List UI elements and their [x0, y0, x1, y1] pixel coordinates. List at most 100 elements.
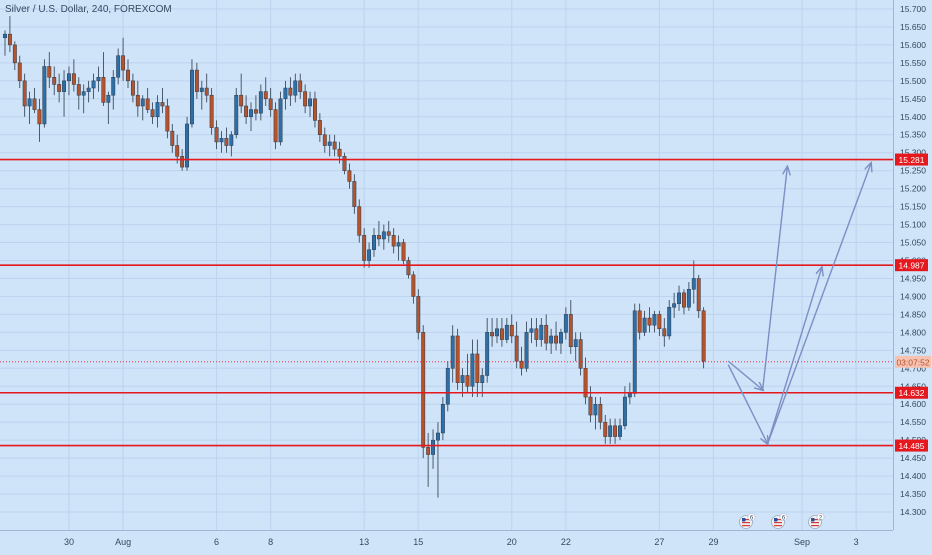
- time-tick-label: 27: [654, 537, 664, 547]
- candle: [475, 339, 480, 398]
- candle: [322, 127, 327, 153]
- candle: [376, 220, 381, 247]
- us-flag-event-icon[interactable]: 6: [739, 513, 756, 529]
- candle: [613, 418, 618, 444]
- candle: [436, 422, 440, 498]
- projection-arrow[interactable]: [766, 268, 822, 444]
- candle-body: [249, 109, 253, 118]
- candle: [367, 242, 372, 268]
- candle: [499, 318, 504, 347]
- candle-body: [696, 278, 701, 312]
- projection-arrow[interactable]: [761, 167, 788, 390]
- projection-arrow[interactable]: [727, 364, 767, 444]
- candle-body: [578, 339, 583, 369]
- candle-body: [657, 314, 662, 330]
- candle-body: [199, 87, 204, 92]
- time-tick-label: Aug: [115, 537, 131, 547]
- candle-body: [204, 87, 209, 96]
- candle: [229, 131, 234, 157]
- price-tick-label: 14.950: [900, 273, 926, 283]
- candle-body: [337, 148, 342, 157]
- candle-body: [559, 332, 563, 344]
- candle-body: [701, 310, 706, 362]
- candle: [401, 238, 406, 265]
- current-price-tag: [895, 355, 931, 368]
- candle: [509, 314, 514, 344]
- candle-body: [32, 98, 37, 110]
- candle: [667, 300, 672, 340]
- price-tick-label: 15.300: [900, 148, 926, 158]
- candle-body: [263, 91, 268, 100]
- candle: [12, 41, 17, 71]
- time-tick-label: 3: [854, 537, 859, 547]
- event-count-badge: [779, 513, 788, 521]
- candle-body: [421, 332, 426, 448]
- candle-body: [62, 80, 66, 92]
- us-flag-event-icon[interactable]: 2: [808, 513, 825, 529]
- candle-body: [622, 396, 627, 427]
- price-tick-label: 14.650: [900, 381, 926, 391]
- us-flag-event-icon[interactable]: 6: [771, 513, 788, 529]
- candle: [647, 307, 652, 333]
- candle: [519, 346, 524, 376]
- candle-body: [111, 77, 116, 96]
- candle: [652, 310, 657, 333]
- candle: [381, 224, 386, 250]
- candle: [121, 37, 126, 81]
- price-tick-label: 14.550: [900, 417, 926, 427]
- chart-title: Silver / U.S. Dollar, 240, FOREXCOM: [5, 4, 172, 15]
- candle-body: [549, 335, 554, 344]
- candle-body: [293, 80, 298, 96]
- price-axis[interactable]: 15.700 15.650 15.600 15.550 15.500 15.450 15.4…: [900, 4, 926, 517]
- candle-body: [391, 235, 396, 247]
- candle: [298, 73, 303, 99]
- candle: [126, 59, 130, 89]
- candle: [52, 66, 57, 96]
- price-tags: 15.281 14.987 14.632 14.485 03:07:52: [895, 153, 931, 452]
- candle: [608, 418, 613, 444]
- flag-canton: [742, 518, 746, 522]
- candle-body: [436, 432, 440, 441]
- candle-body: [22, 80, 27, 107]
- candle: [691, 260, 696, 304]
- candle-body: [86, 87, 91, 92]
- projection-arrow[interactable]: [727, 360, 762, 390]
- candle: [657, 310, 662, 336]
- candle: [155, 95, 160, 128]
- candle: [598, 397, 603, 430]
- level-price-tag: [895, 386, 928, 399]
- candle-body: [180, 156, 185, 168]
- candle-body: [618, 425, 622, 437]
- candle: [406, 256, 411, 279]
- candle-body: [229, 134, 234, 146]
- projection-arrow[interactable]: [766, 163, 871, 445]
- candle-body: [593, 403, 598, 416]
- level-price-label: 14.485: [899, 441, 925, 451]
- candle: [578, 332, 583, 376]
- candle: [347, 163, 352, 189]
- candle-body: [106, 94, 111, 103]
- economic-events[interactable]: 6 6 2: [739, 513, 825, 529]
- candle: [514, 321, 519, 369]
- projection-arrows[interactable]: [727, 163, 871, 445]
- candle-body: [135, 94, 140, 107]
- candle-body: [608, 425, 613, 437]
- candle-body: [554, 335, 558, 344]
- candle-body: [145, 98, 150, 110]
- candle-body: [165, 105, 170, 132]
- time-axis[interactable]: 30 Aug 6 8 13 15 20 22 27 29 Sep 3: [64, 537, 859, 547]
- horizontal-levels[interactable]: [0, 158, 893, 447]
- candle-body: [682, 292, 686, 308]
- level-price-label: 14.987: [899, 261, 925, 271]
- price-tick-label: 14.900: [900, 291, 926, 301]
- candle-body: [76, 84, 81, 96]
- candle-body: [362, 235, 367, 261]
- candle-body: [57, 84, 62, 92]
- flag-canton: [811, 518, 815, 522]
- candle-body: [47, 66, 52, 78]
- candle: [549, 328, 554, 354]
- candle-body: [504, 324, 509, 340]
